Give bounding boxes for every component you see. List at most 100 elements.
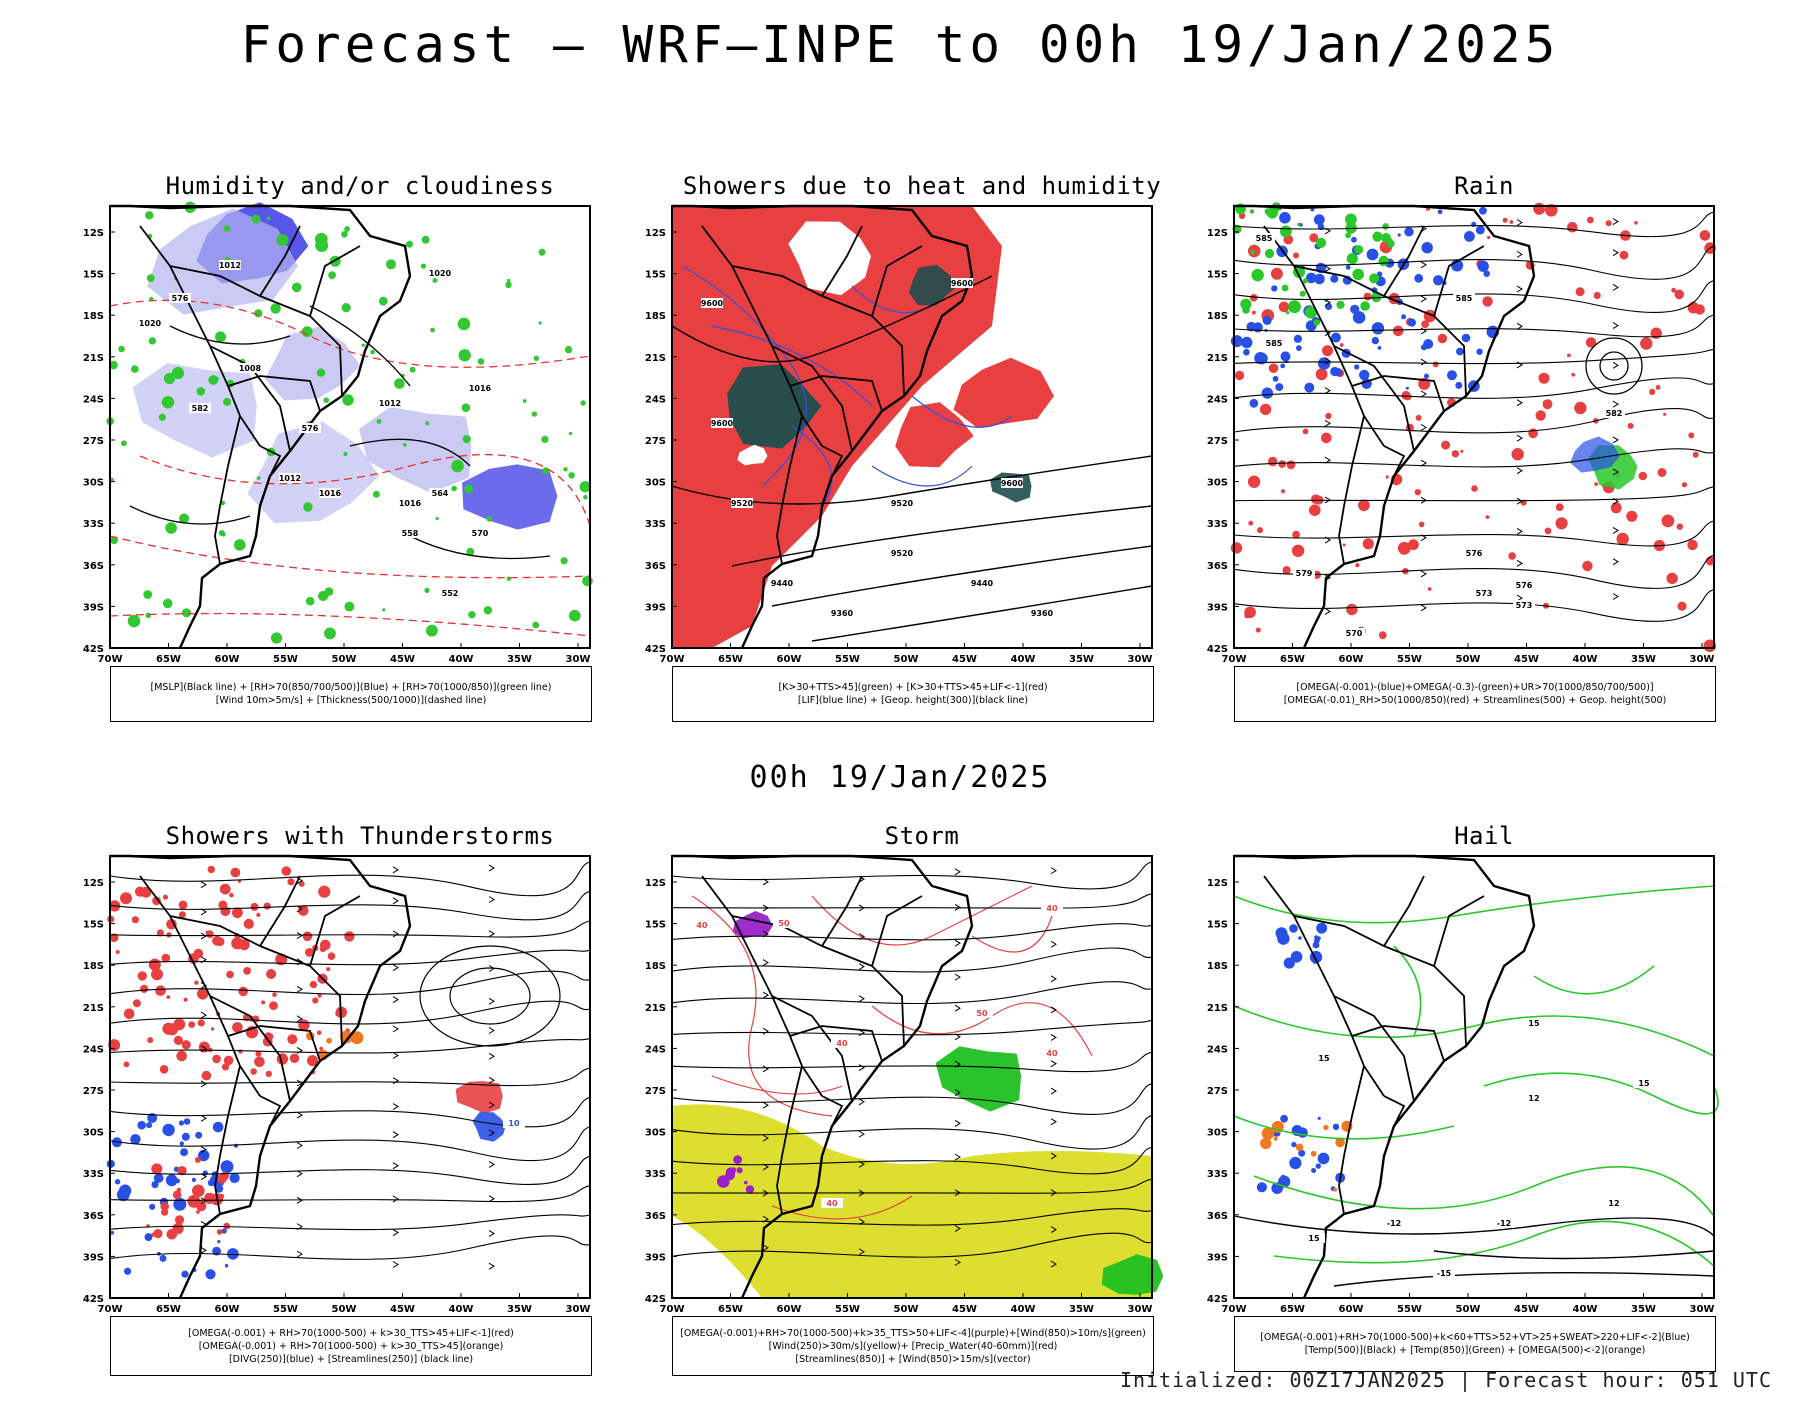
panel-title: Showers due to heat and humidity [682,172,1162,200]
contour-label: 40 [1046,904,1058,913]
storm-red-speck [153,1229,163,1239]
storm-red-speck [187,1194,201,1208]
streamline-arrow [858,933,865,940]
map-hail: 15 12 -12 15 12 -12 -15 15 15 12S 15S 18S 21S 24S 27S 3… [1207,854,1719,1315]
streamline-arrow [1420,295,1427,303]
lat-tick-label: 30S [1207,1128,1228,1139]
streamline-arrow [1420,261,1427,269]
rain-red-speck [1292,530,1300,539]
contour-label: 15 [1318,1054,1330,1063]
rh-low-speck [532,621,540,629]
streamline-arrow [762,1215,769,1223]
streamline-arrow [1612,558,1619,566]
lon-tick-label: 30W [1690,654,1715,665]
lat-tick-label: 18S [1207,311,1228,322]
omega-orange-speck [1323,1124,1329,1131]
streamline-arrow [200,932,207,940]
streamline-arrow [392,1195,399,1203]
lif-line [791,425,833,507]
rain-green-speck [1285,310,1290,315]
country-border [209,345,291,452]
streamline-arrow [296,1015,303,1023]
storm-red-speck [266,969,277,979]
lon-tick-label: 70W [660,654,685,665]
rh-low-speck [542,467,550,475]
contour-label-bg [1523,1093,1545,1103]
storm-red-speck [109,933,119,942]
isobar [349,438,471,467]
rain-red-speck [1342,543,1346,547]
rain-blue-speck [1447,370,1457,381]
streamline [671,981,1153,1005]
purple-speck [733,1155,742,1164]
rain-red-speck [1634,221,1638,225]
streamline-arrow [1516,467,1523,475]
storm-red-speck [151,968,163,981]
rain-red-speck [1535,410,1546,421]
storm-red-speck [256,912,261,917]
storm-red-speck [178,900,188,910]
divergence-blue-speck [153,1173,164,1183]
rh-low-speck [563,467,568,472]
storm-red-speck [261,1000,266,1005]
rh-low-speck [394,378,405,389]
country-border [1333,345,1415,452]
streamline-arrow [1324,227,1331,235]
lat-tick-label: 39S [83,602,104,613]
divergence-blue-speck [183,1118,191,1125]
field-area [895,402,974,468]
rain-blue-speck [1477,260,1489,272]
rh-low-speck [121,440,127,447]
lat-tick-label: 33S [83,519,104,530]
rain-green-speck [1369,273,1380,284]
storm-red-speck [250,902,259,911]
panel-legend: [OMEGA(-0.001)+RH>70(1000-500)+k>35_TTS>… [672,1316,1154,1376]
streamline [1233,280,1715,314]
streamline-arrow [858,1130,865,1138]
contour-label: 576 [302,424,319,433]
rh-low-speck [406,240,413,248]
rain-red-speck [1681,482,1688,488]
lon-tick-label: 35W [507,1304,532,1315]
contour-label-bg [469,383,491,393]
lon-tick-label: 30W [1128,1304,1153,1315]
rh-low-speck [181,608,192,618]
rh-low-speck [328,271,336,280]
storm-red-speck [269,1001,278,1011]
rain-red-speck [1362,538,1374,550]
streamline-circulation [1585,337,1643,395]
streamline-arrow [858,963,865,970]
streamline-arrow [296,1250,303,1258]
streamline-arrow [296,985,303,993]
streamline-arrow [858,1189,865,1197]
rh-low-speck [270,303,281,314]
rain-red-speck [1508,552,1516,560]
rain-red-speck [1661,514,1675,528]
rain-blue-speck [1249,398,1259,408]
rain-red-speck [1616,532,1629,546]
storm-red-speck [140,984,149,993]
storm-red-speck [151,1163,163,1175]
rain-red-speck [1699,230,1711,241]
rain-blue-speck [1376,271,1383,277]
rh-low-speck [145,211,154,220]
streamline [671,1114,1153,1150]
lat-tick-label: 36S [645,561,666,572]
country-border [871,895,923,967]
rain-red-speck [1571,372,1576,377]
rain-red-speck [1346,603,1358,616]
map-layer: 40 50 40 50 40 40 40 [671,854,1164,1299]
streamline-arrow [200,1045,207,1052]
rain-blue-speck [1483,270,1490,277]
streamline-arrow [954,1089,961,1097]
divergence-blue-speck [110,1230,115,1235]
country-border [776,1065,803,1215]
temp-500-line [1433,1250,1715,1260]
rain-red-speck [1485,515,1490,519]
rain-red-speck [1533,202,1546,215]
hail-blue-speck [1315,1163,1321,1169]
rain-blue-speck [1351,236,1357,243]
contour-label-bg [1603,408,1625,418]
storm-red-speck [177,1166,187,1176]
panel-title: Rain [1454,172,1514,200]
